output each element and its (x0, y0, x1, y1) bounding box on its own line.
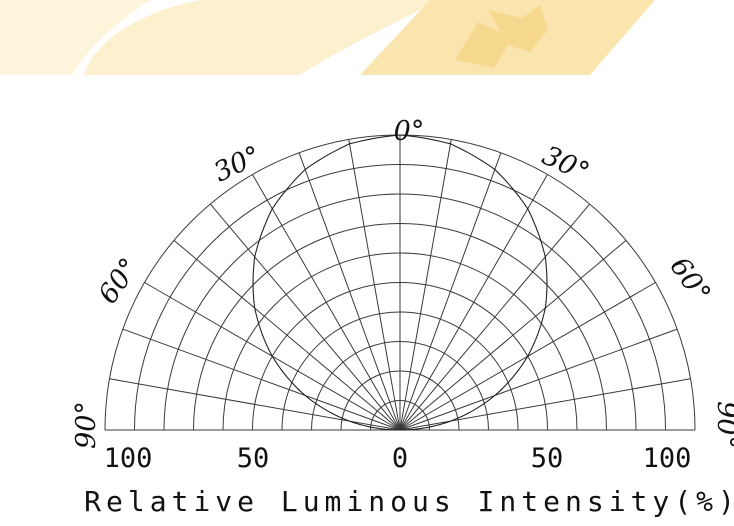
grid-spoke (252, 174, 401, 431)
radial-tick-50-left: 50 (237, 443, 270, 474)
grid-spoke (348, 139, 401, 431)
grid-spoke (399, 239, 627, 431)
radial-tick-100-left: 100 (104, 443, 153, 474)
grid-spoke (173, 239, 401, 431)
radial-tick-0: 0 (392, 443, 408, 474)
angle-label-30-left: 30° (209, 140, 265, 188)
chart-labels: 0° 30° 30° 60° 60° 90° 90° 100 50 0 50 1… (71, 116, 734, 518)
polar-grid (104, 134, 696, 431)
angle-label-0: 0° (394, 116, 425, 147)
angle-label-30-right: 30° (537, 140, 593, 188)
grid-spoke (298, 152, 401, 431)
watermark-left-swash (0, 0, 150, 75)
angle-label-90-left: 90° (71, 401, 102, 449)
watermark-logo (0, 0, 655, 75)
angle-label-90-right: 90° (711, 401, 734, 449)
x-axis-label: Relative Luminous Intensity(%) (84, 485, 734, 518)
grid-spoke (399, 328, 678, 431)
radial-tick-100-right: 100 (643, 443, 692, 474)
grid-spoke (209, 203, 401, 431)
radial-tick-50-right: 50 (531, 443, 564, 474)
grid-spoke (399, 203, 591, 431)
curve-layer (252, 134, 548, 431)
intensity-curve-0 (252, 134, 548, 431)
grid-spoke (399, 139, 452, 431)
angle-label-60-right: 60° (664, 252, 717, 309)
watermark-left-curve (84, 0, 440, 75)
watermark-glyph (455, 5, 548, 68)
angle-label-60-left: 60° (93, 253, 146, 310)
grid-spoke (399, 174, 548, 431)
grid-spoke (122, 328, 401, 431)
grid-spoke (399, 152, 502, 431)
